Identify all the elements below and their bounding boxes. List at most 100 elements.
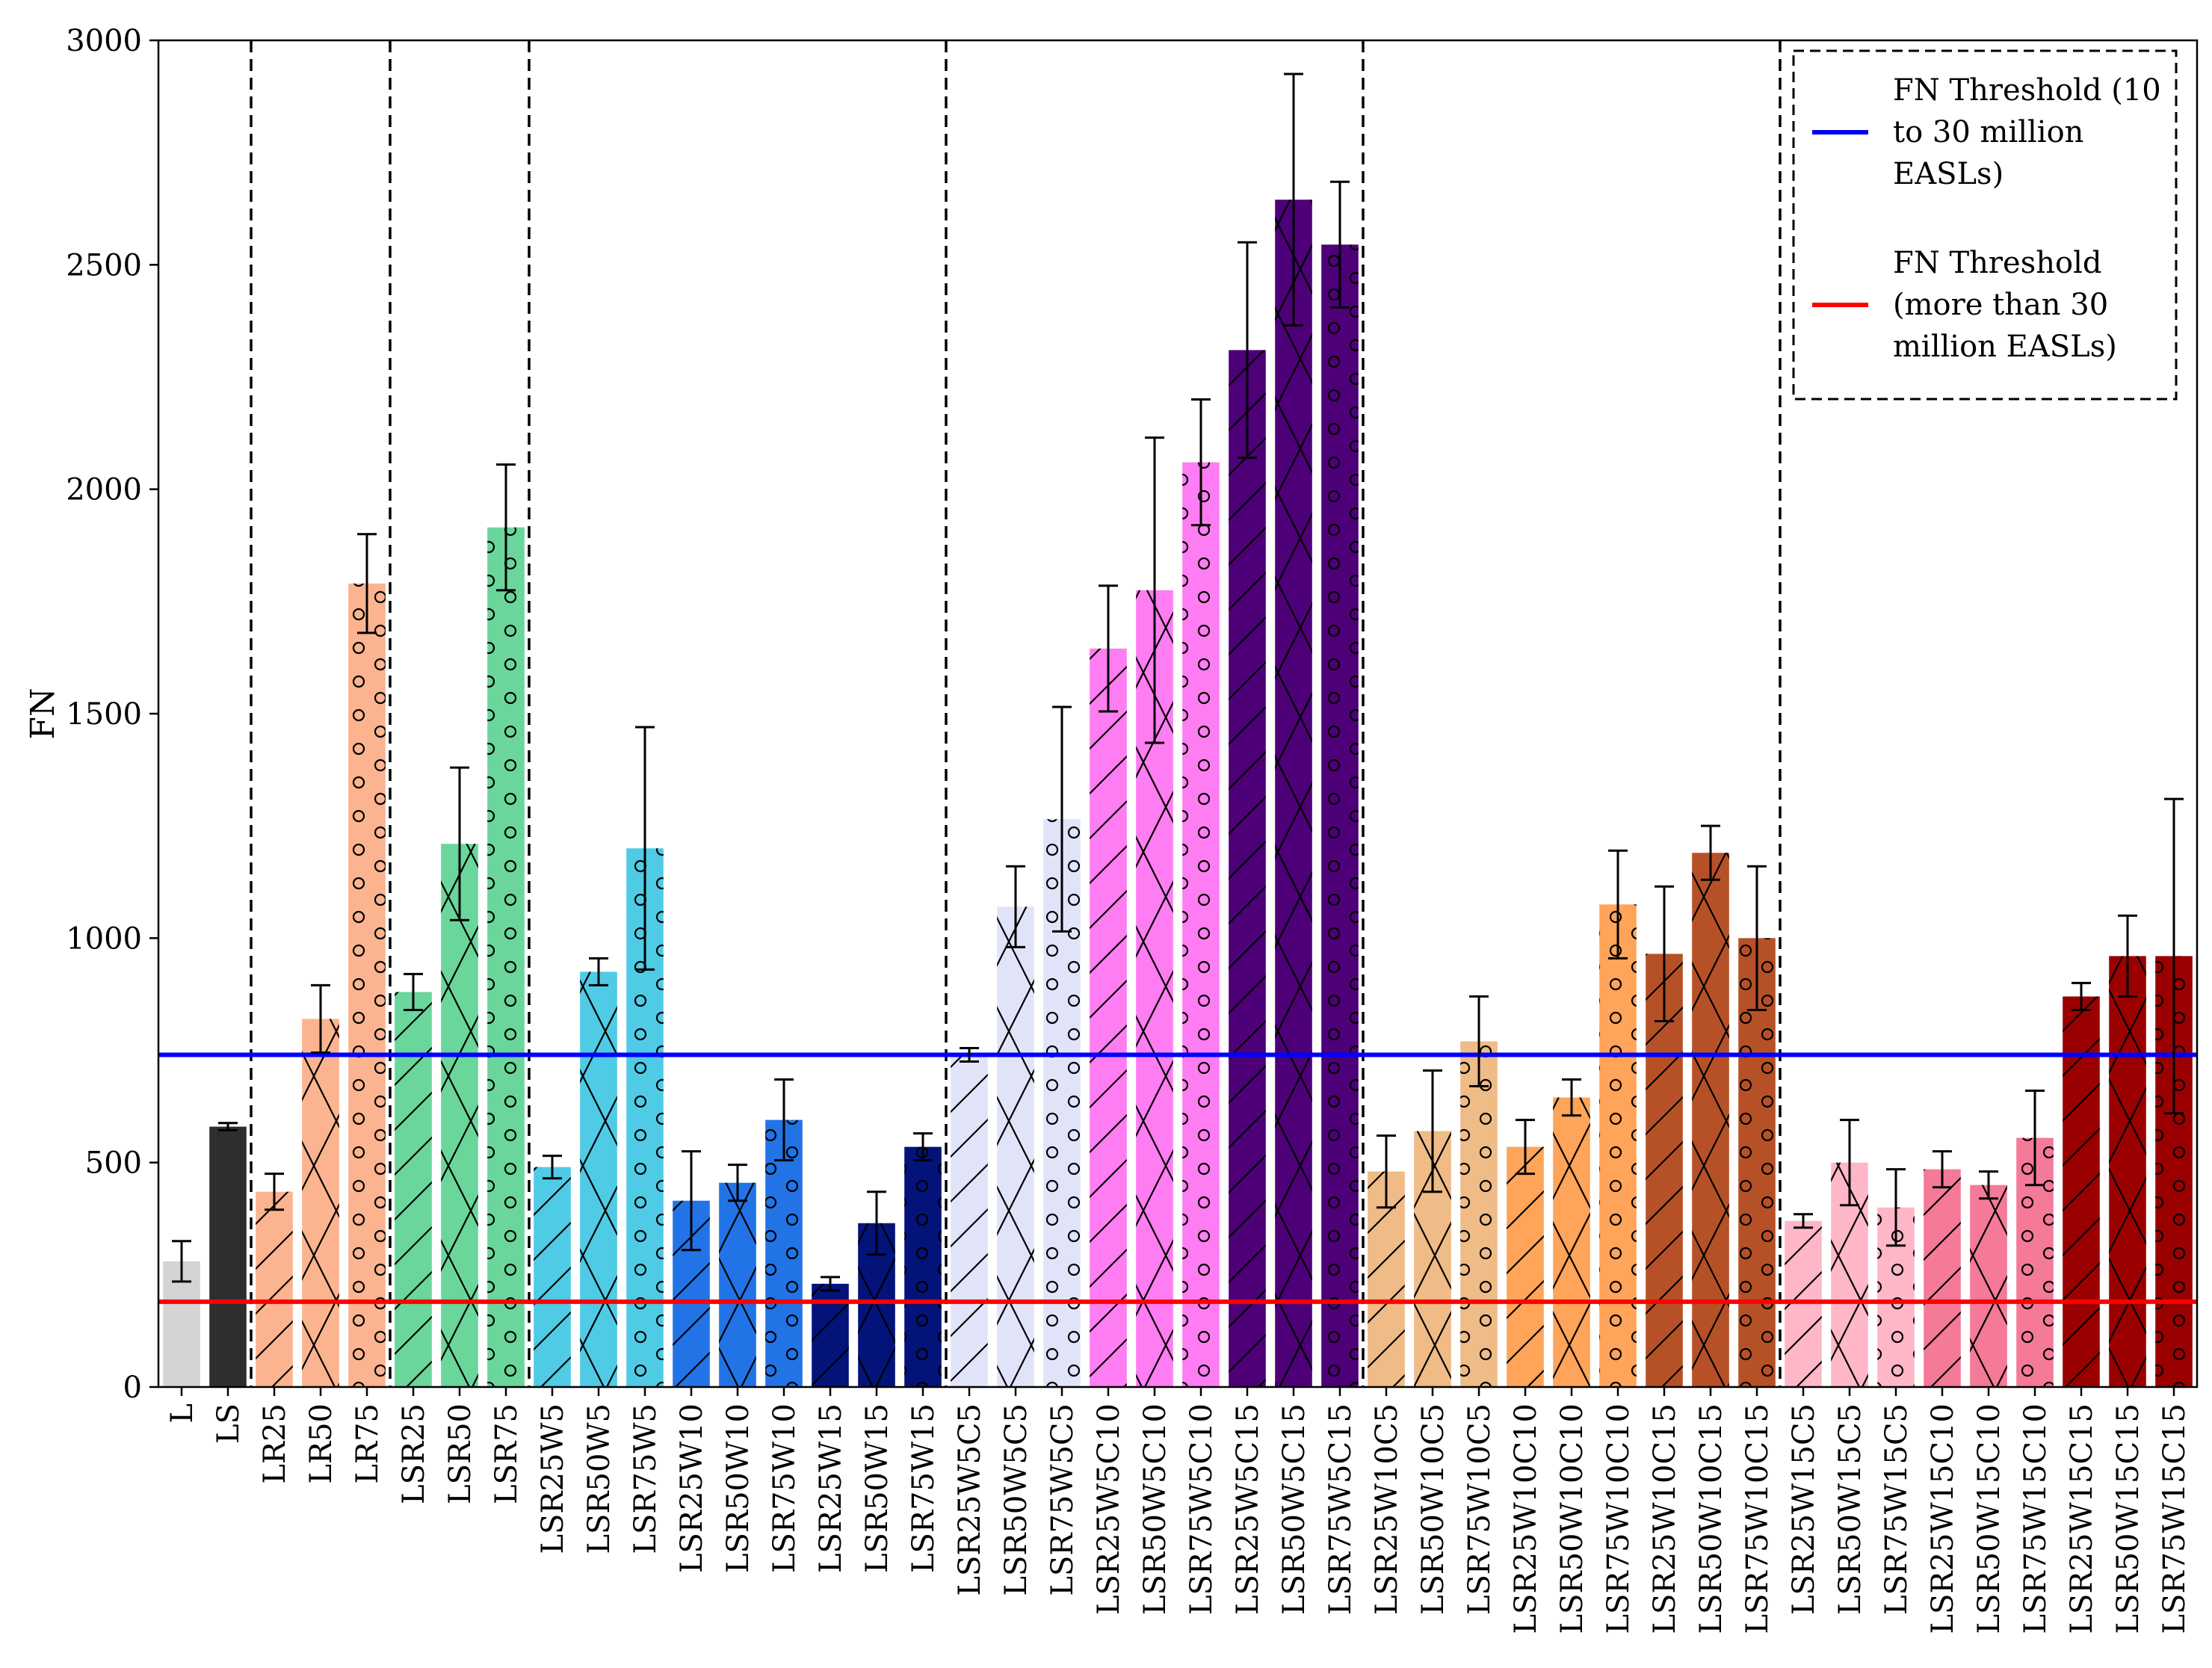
x-tick-label-lsr25w5: LSR25W5 — [536, 1403, 570, 1554]
bar-hatch-lsr50w5c15 — [1275, 200, 1312, 1387]
bar-hatch-lsr50w15c10 — [1970, 1184, 2007, 1387]
legend-entry-1: FN Threshold (10 to 30 million EASLs) — [1812, 73, 2161, 191]
x-tick-label-lsr25w15c5: LSR25W15C5 — [1787, 1403, 1821, 1615]
legend-entry-2: FN Threshold (more than 30 million EASLs) — [1812, 246, 2117, 364]
legend-label-line: FN Threshold — [1893, 246, 2101, 280]
x-tick-label-lsr50w5c10: LSR50W5C10 — [1138, 1403, 1173, 1615]
error-bar-lsr75w5c5 — [1052, 705, 1072, 933]
error-bar-lsr25w10 — [682, 1150, 701, 1252]
bar-hatch-lsr50w5c5 — [997, 906, 1034, 1387]
y-tick-label-1000: 1000 — [66, 921, 142, 956]
x-tick-label-lsr50w10c10: LSR50W10C10 — [1555, 1403, 1590, 1634]
x-tick-label-lsr25w15c15: LSR25W15C15 — [2065, 1403, 2099, 1634]
threshold-lines — [158, 1052, 2197, 1304]
bar-hatch-lsr25w10c10 — [1507, 1146, 1544, 1387]
error-bar-lsr25w15c5 — [1794, 1213, 1813, 1229]
x-tick-label-ls: LS — [211, 1403, 246, 1444]
bar-hatch-lsr25w5 — [534, 1167, 571, 1387]
error-bar-lr25 — [265, 1173, 284, 1211]
error-bar-lsr75w10 — [774, 1078, 794, 1162]
x-tick-label-lsr75w10c15: LSR75W10C15 — [1740, 1403, 1775, 1634]
error-bar-lsr75w15c5 — [1886, 1168, 1906, 1247]
x-tick-label-lsr75w10c5: LSR75W10C5 — [1462, 1403, 1497, 1615]
y-axis: 0 500 1000 1500 2000 2500 3000 — [66, 24, 158, 1405]
x-tick-label-lr50: LR50 — [304, 1403, 339, 1484]
error-bar-lsr25w15 — [821, 1276, 840, 1292]
legend-label-line: (more than 30 — [1893, 288, 2108, 322]
error-bar-lsr50w5c5 — [1006, 865, 1025, 948]
error-bar-lsr50w10c5 — [1423, 1069, 1442, 1193]
error-bar-lsr75 — [496, 463, 516, 592]
x-tick-label-lsr75w5c10: LSR75W5C10 — [1184, 1403, 1219, 1615]
bar-hatch-lsr75w5c10 — [1182, 462, 1220, 1387]
error-bar-lsr25w15c10 — [1933, 1150, 1952, 1189]
error-bar-lsr50w5c10 — [1145, 436, 1164, 744]
legend-label-line: to 30 million — [1893, 115, 2083, 149]
error-bar-lsr50w5c15 — [1284, 72, 1303, 327]
x-tick-label-lsr75w5c5: LSR75W5C5 — [1045, 1403, 1080, 1596]
x-tick-label-lsr25: LSR25 — [397, 1403, 431, 1504]
x-tick-label-lsr50w5c15: LSR50W5C15 — [1277, 1403, 1312, 1615]
x-tick-label-lsr25w5c5: LSR25W5C5 — [953, 1403, 987, 1596]
bar-hatch-lsr50w10c15 — [1692, 853, 1729, 1387]
error-bar-ls — [218, 1122, 238, 1131]
x-tick-label-lsr25w10: LSR25W10 — [675, 1403, 709, 1573]
legend-label-line: EASLs) — [1893, 157, 2004, 191]
bar-hatch-lsr25 — [395, 992, 432, 1387]
error-bar-lsr75w5c10 — [1191, 398, 1211, 527]
legend-label-line: million EASLs) — [1893, 330, 2117, 364]
x-tick-label-lr25: LR25 — [258, 1403, 292, 1484]
error-bar-lsr75w15c15 — [2164, 797, 2184, 1115]
error-bar-lsr50 — [450, 766, 469, 921]
x-tick-label-lsr75w15c15: LSR75W15C15 — [2157, 1403, 2192, 1634]
bar-hatch-lsr50w10 — [719, 1182, 756, 1387]
error-bar-lsr50w10c10 — [1562, 1078, 1581, 1117]
error-bar-lsr50w15c5 — [1840, 1119, 1859, 1207]
x-tick-label-lsr50w15c10: LSR50W15C10 — [1972, 1403, 2006, 1634]
error-bar-lr75 — [357, 533, 377, 634]
x-tick-label-lsr25w5c15: LSR25W5C15 — [1231, 1403, 1265, 1615]
error-bar-lsr50w15c15 — [2118, 914, 2137, 998]
bar-hatch-lsr50w15c15 — [2109, 956, 2146, 1387]
bar-hatch-lsr75w10c15 — [1738, 938, 1776, 1387]
error-bar-lsr25w15c15 — [2072, 981, 2091, 1011]
x-tick-label-lsr50w10: LSR50W10 — [721, 1403, 756, 1573]
x-tick-label-lsr25w10c5: LSR25W10C5 — [1370, 1403, 1404, 1615]
x-tick-label-lsr25w15: LSR25W15 — [814, 1403, 848, 1573]
x-tick-label-lsr50w5c5: LSR50W5C5 — [999, 1403, 1034, 1596]
legend-box — [1792, 49, 2178, 401]
x-tick-label-lr75: LR75 — [350, 1403, 385, 1484]
bar-hatch-lsr50w5 — [580, 972, 617, 1387]
error-bar-lsr25w10c5 — [1377, 1134, 1396, 1209]
bar-hatch-lsr50 — [441, 844, 478, 1387]
error-bar-lsr25w10c15 — [1655, 885, 1674, 1022]
x-tick-label-lsr75w15c5: LSR75W15C5 — [1879, 1403, 1914, 1615]
error-bar-lsr25w5 — [543, 1155, 562, 1180]
y-tick-label-2000: 2000 — [66, 473, 142, 507]
error-bar-lsr25w5c15 — [1238, 241, 1257, 460]
bar-hatch-lsr25w15c10 — [1924, 1169, 1961, 1387]
x-tick-label-lsr50w15c5: LSR50W15C5 — [1833, 1403, 1867, 1615]
error-bar-lr50 — [311, 983, 330, 1054]
bar-hatch-lr25 — [256, 1191, 293, 1387]
bar-hatch-lsr75 — [487, 527, 525, 1387]
error-bar-lsr75w15c10 — [2025, 1090, 2045, 1187]
x-tick-label-lsr50w15c15: LSR50W15C15 — [2111, 1403, 2145, 1634]
x-tick-label-lsr50w10c15: LSR50W10C15 — [1694, 1403, 1728, 1634]
error-bar-lsr75w10c5 — [1469, 995, 1489, 1088]
error-bar-lsr50w15c10 — [1979, 1170, 1998, 1200]
bar-hatch-lsr25w10c15 — [1646, 954, 1683, 1387]
x-tick-label-lsr75w15: LSR75W15 — [906, 1403, 941, 1573]
x-tick-label-lsr25w15c10: LSR25W15C10 — [1926, 1403, 1960, 1634]
error-bar-lsr75w10c15 — [1747, 865, 1767, 1011]
y-tick-label-2500: 2500 — [66, 248, 142, 282]
bar-hatch-lsr25w15 — [812, 1283, 849, 1387]
bar-hatch-lsr25w5c10 — [1090, 648, 1127, 1387]
bar-hatch-lsr75w10c10 — [1599, 904, 1637, 1387]
x-tick-label-lsr75w5: LSR75W5 — [628, 1403, 663, 1554]
y-axis-label: FN — [24, 688, 62, 739]
error-bar-lsr50w10 — [728, 1164, 747, 1202]
x-tick-label-lsr50w5: LSR50W5 — [582, 1403, 617, 1554]
